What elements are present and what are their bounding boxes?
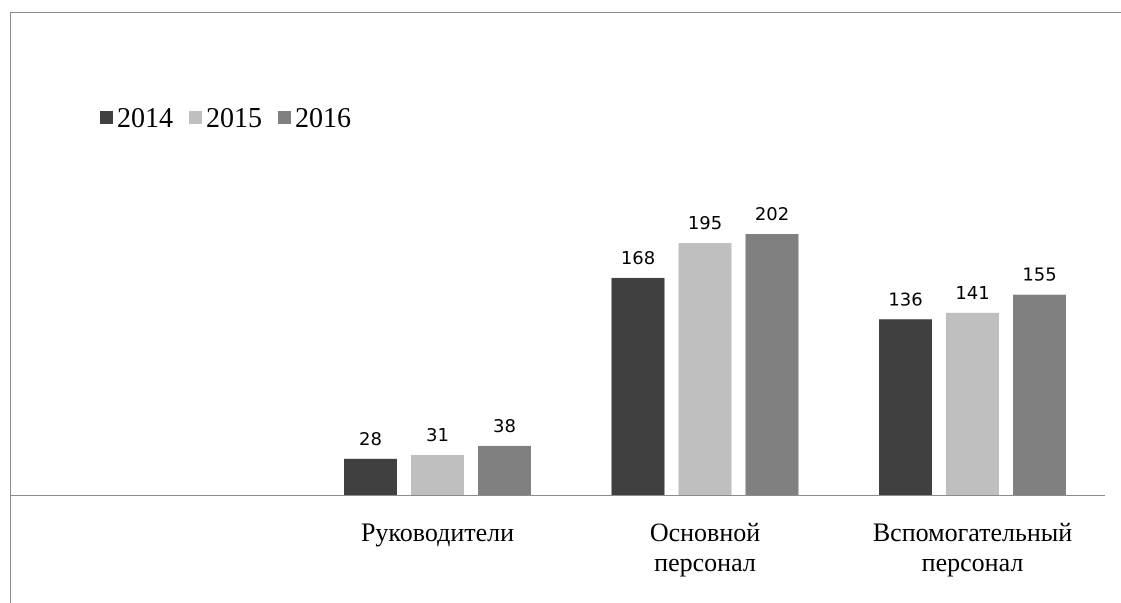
data-label: 202 bbox=[755, 204, 789, 225]
bar bbox=[946, 312, 999, 495]
data-label: 28 bbox=[359, 429, 382, 450]
bar bbox=[745, 234, 799, 495]
bar bbox=[1013, 294, 1066, 495]
x-tick-label: Основной персонал bbox=[649, 518, 761, 577]
data-label: 141 bbox=[955, 283, 989, 304]
data-label: 136 bbox=[888, 289, 922, 310]
bar bbox=[411, 454, 464, 495]
data-label: 155 bbox=[1022, 265, 1056, 286]
bar bbox=[611, 277, 665, 495]
bar bbox=[478, 445, 531, 495]
legend-swatch bbox=[100, 111, 113, 124]
legend-label: 2014 bbox=[117, 103, 173, 134]
legend-label: 2015 bbox=[206, 103, 262, 134]
legend-swatch bbox=[278, 111, 291, 124]
bar bbox=[678, 243, 732, 495]
legend-swatch bbox=[189, 111, 202, 124]
x-tick-label: Руководители bbox=[360, 518, 515, 547]
data-label: 168 bbox=[621, 248, 655, 269]
legend-label: 2016 bbox=[295, 103, 351, 134]
data-label: 31 bbox=[426, 425, 449, 446]
bar bbox=[879, 319, 932, 495]
data-label: 38 bbox=[493, 416, 516, 437]
bar bbox=[344, 458, 397, 495]
x-tick-label: Вспомогательный персонал bbox=[872, 518, 1073, 577]
data-label: 195 bbox=[688, 213, 722, 234]
